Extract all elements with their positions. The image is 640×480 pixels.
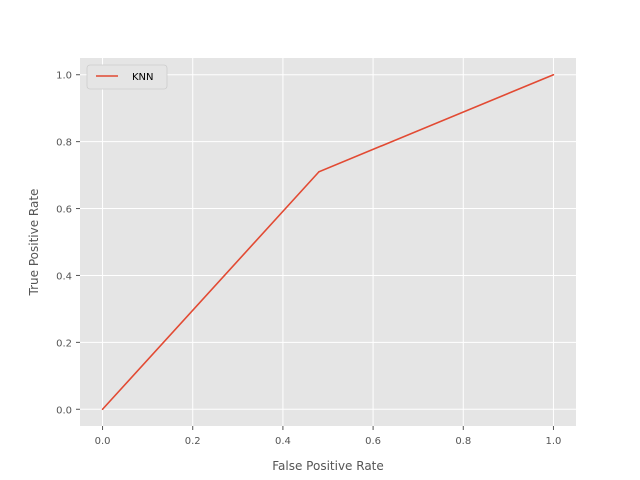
legend-label-knn: KNN — [132, 72, 154, 83]
y-tick-label: 0.0 — [56, 405, 72, 416]
y-tick-label: 0.8 — [56, 138, 72, 149]
legend: KNN — [86, 64, 168, 90]
y-tick-label: 0.6 — [56, 205, 72, 216]
y-axis-title: True Positive Rate — [27, 189, 41, 297]
data-point — [552, 73, 555, 76]
x-axis-ticks: 0.0 0.2 0.4 0.6 0.8 1.0 — [95, 426, 562, 447]
x-tick-label: 1.0 — [546, 436, 562, 447]
x-tick-label: 0.6 — [365, 436, 381, 447]
x-tick-label: 0.8 — [455, 436, 471, 447]
x-tick-label: 0.2 — [185, 436, 201, 447]
x-tick-label: 0.4 — [275, 436, 291, 447]
x-axis-title: False Positive Rate — [272, 459, 384, 473]
data-point — [318, 170, 320, 173]
y-tick-label: 0.2 — [56, 338, 72, 349]
y-axis-ticks: 0.0 0.2 0.4 0.6 0.8 1.0 — [56, 71, 80, 416]
x-tick-label: 0.0 — [95, 436, 111, 447]
y-tick-label: 0.4 — [56, 271, 72, 282]
plot-area — [80, 58, 576, 426]
y-tick-label: 1.0 — [56, 71, 72, 82]
data-point — [101, 408, 104, 411]
legend-box — [86, 64, 168, 90]
series-layer — [101, 73, 555, 411]
